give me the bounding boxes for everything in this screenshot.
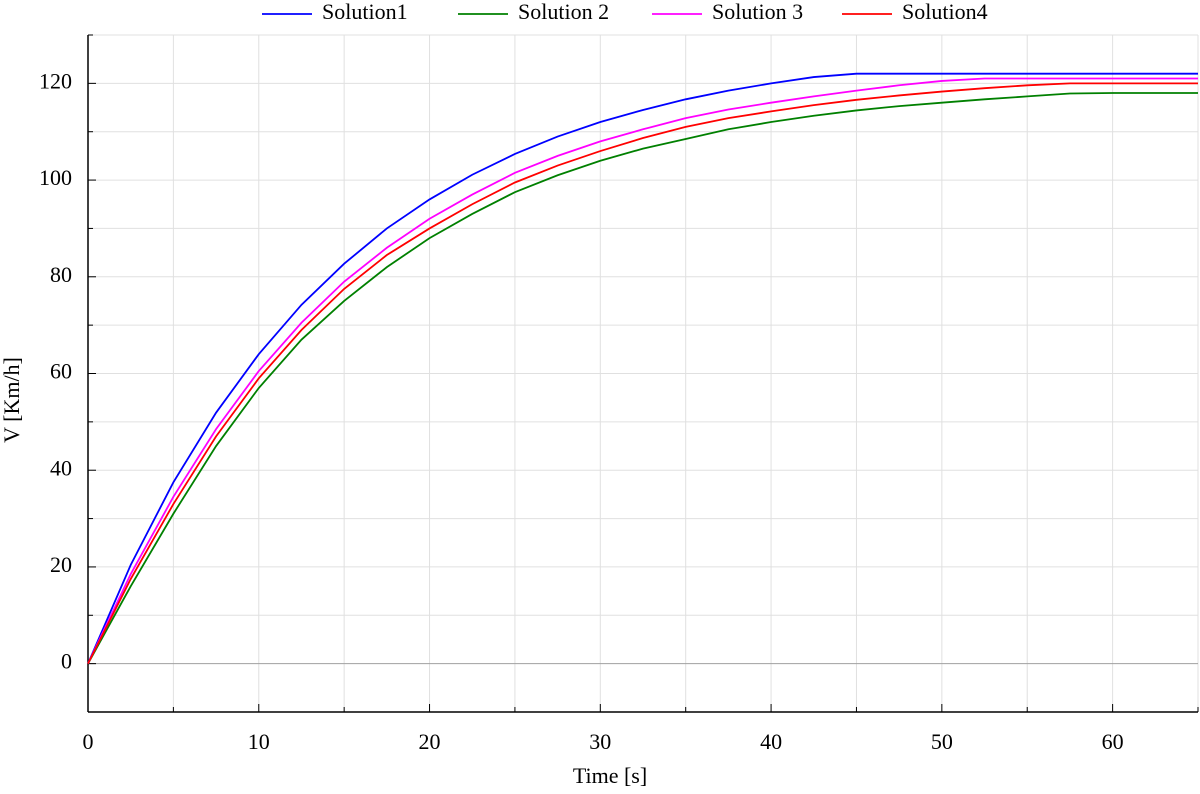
x-tick-label: 30 [589,729,611,754]
legend-label: Solution 3 [712,0,803,24]
y-tick-label: 120 [39,68,72,93]
y-tick-label: 20 [50,552,72,577]
x-tick-label: 40 [760,729,782,754]
x-tick-label: 0 [83,729,94,754]
legend-label: Solution 2 [518,0,609,24]
x-axis-label: Time [s] [573,763,647,788]
y-tick-label: 80 [50,262,72,287]
series-line [87,77,1198,665]
y-tick-label: 40 [50,455,72,480]
legend-label: Solution4 [902,0,988,24]
series-line [87,72,1198,664]
x-tick-label: 10 [248,729,270,754]
y-axis-label: V [Km/h] [0,357,24,443]
series-line [87,82,1198,665]
y-tick-label: 60 [50,359,72,384]
series-line [87,92,1198,665]
x-tick-label: 20 [419,729,441,754]
legend-label: Solution1 [322,0,408,24]
y-tick-label: 0 [61,649,72,674]
x-tick-label: 50 [931,729,953,754]
y-tick-label: 100 [39,165,72,190]
x-tick-label: 60 [1102,729,1124,754]
